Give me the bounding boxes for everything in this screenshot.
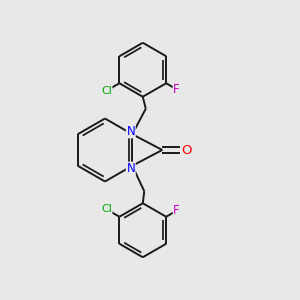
Text: F: F (173, 83, 180, 96)
Text: N: N (126, 162, 135, 175)
Text: N: N (126, 125, 135, 138)
Text: Cl: Cl (101, 86, 112, 96)
Text: F: F (173, 204, 180, 217)
Text: O: O (182, 143, 192, 157)
Text: Cl: Cl (101, 204, 112, 214)
